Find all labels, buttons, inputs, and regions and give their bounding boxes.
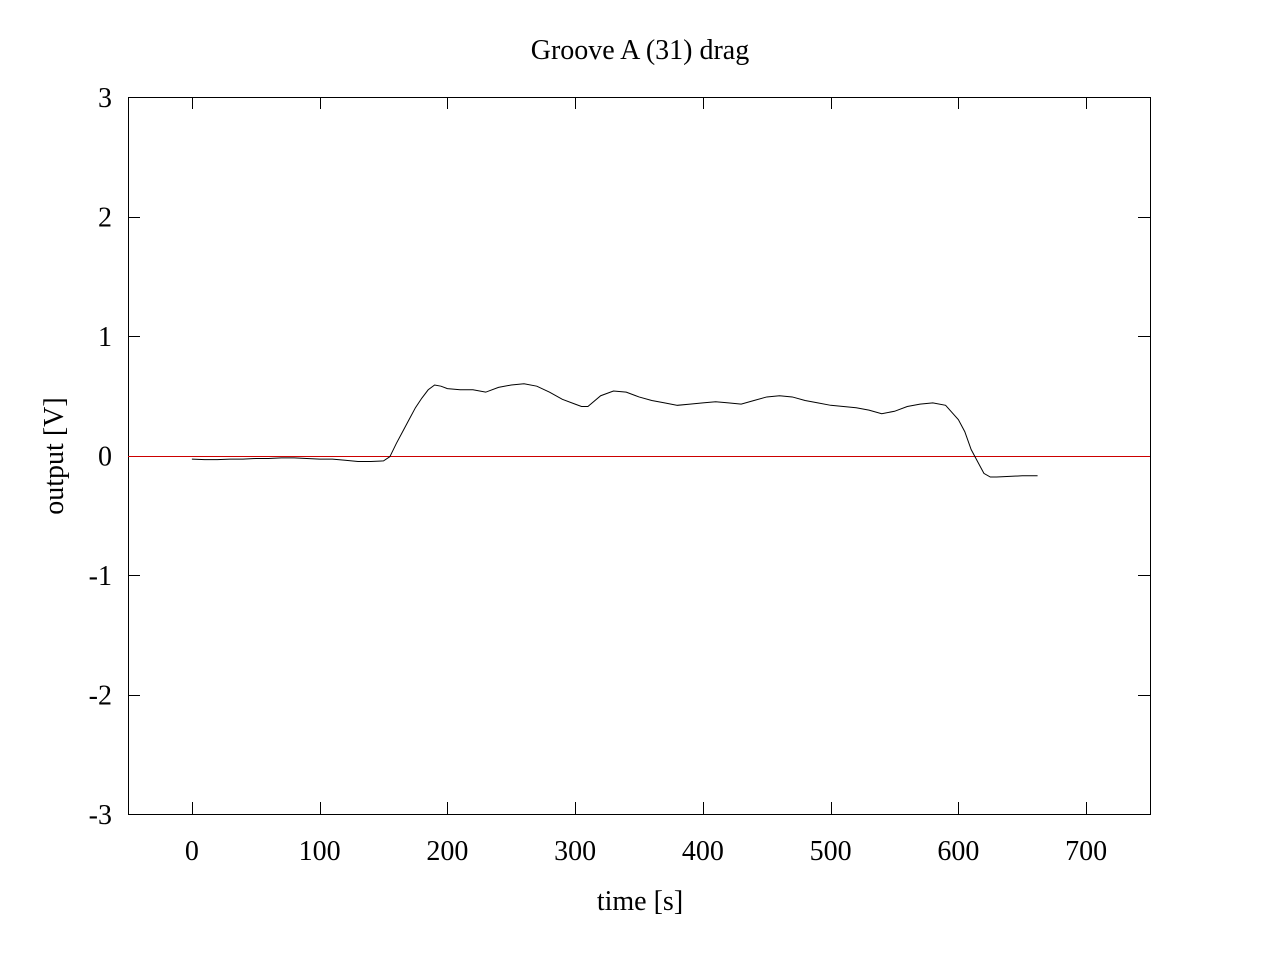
- series-line: [191, 383, 1038, 478]
- x-tick-label: 200: [426, 836, 468, 867]
- y-tick-label: 1: [98, 322, 112, 353]
- x-tick-label: 0: [185, 836, 199, 867]
- x-tick-label: 500: [810, 836, 852, 867]
- y-tick-label: 0: [98, 442, 112, 473]
- x-tick-label: 600: [937, 836, 979, 867]
- y-tick-label: 2: [98, 203, 112, 234]
- x-tick-label: 300: [554, 836, 596, 867]
- axis-ticks: [128, 97, 1150, 815]
- tick-labels: 0 100 200 300 400 500 600 700 -3 -2 -1 0 1 2 3: [89, 83, 1107, 867]
- x-tick-label: 400: [682, 836, 724, 867]
- chart-title: Groove A (31) drag: [531, 35, 750, 66]
- y-tick-label: -1: [89, 561, 112, 592]
- y-tick-label: 3: [98, 83, 112, 114]
- x-tick-label: 700: [1065, 836, 1107, 867]
- x-tick-label: 100: [299, 836, 341, 867]
- y-axis-label: output [V]: [39, 397, 70, 514]
- x-axis-label: time [s]: [597, 886, 683, 917]
- y-tick-label: -3: [89, 800, 112, 831]
- y-tick-label: -2: [89, 681, 112, 712]
